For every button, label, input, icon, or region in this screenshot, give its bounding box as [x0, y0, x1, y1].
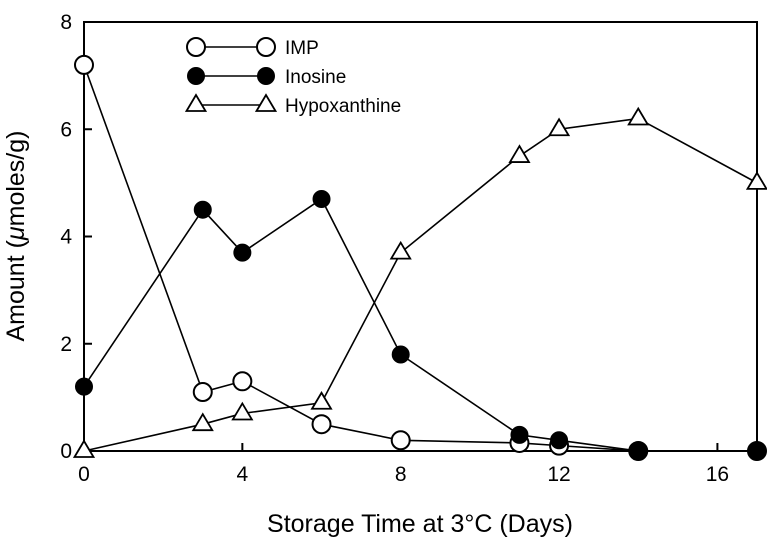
y-tick-label: 0 [60, 440, 72, 463]
data-point-imp [232, 371, 253, 392]
y-axis-label-mu: μ [2, 226, 30, 241]
x-tick-label: 16 [706, 463, 729, 486]
data-point-hypoxanthine [72, 439, 96, 458]
y-tick-label: 4 [60, 226, 72, 249]
data-point-imp [311, 414, 332, 435]
data-point-hypoxanthine [508, 144, 531, 163]
series-imp [74, 54, 767, 461]
legend-marker [186, 37, 206, 57]
data-point-inosine [193, 200, 212, 219]
data-point-hypoxanthine [627, 106, 650, 126]
x-tick-label: 12 [547, 463, 570, 486]
legend-entry-imp: IMP [186, 37, 319, 59]
data-point-imp [74, 54, 94, 75]
series-inosine [75, 189, 766, 460]
x-tick-label: 8 [395, 463, 407, 486]
y-axis-label: Amount (μmoles/g) [2, 130, 30, 341]
x-tick-label: 4 [237, 463, 249, 486]
legend-marker [256, 37, 276, 57]
data-point-hypoxanthine [745, 171, 767, 190]
y-tick-label: 8 [60, 11, 72, 34]
legend-label: IMP [285, 38, 319, 59]
data-point-hypoxanthine [191, 412, 214, 432]
legend-label: Inosine [285, 67, 346, 88]
legend-label: Hypoxanthine [285, 96, 401, 117]
data-point-hypoxanthine [231, 401, 254, 421]
x-axis-label: Storage Time at 3°C (Days) [267, 510, 573, 538]
axis-ticks: 0 4 8 12 16 0 2 4 6 8 [60, 11, 729, 486]
data-point-inosine [550, 431, 569, 450]
legend-marker [257, 67, 275, 85]
data-point-hypoxanthine [389, 240, 412, 260]
data-point-inosine [510, 425, 529, 444]
y-tick-label: 6 [60, 118, 72, 141]
data-point-inosine [233, 243, 252, 262]
series-hypoxanthine [72, 106, 767, 458]
legend-marker [184, 93, 208, 112]
legend: IMP Inosine Hypoxanthine [184, 37, 401, 117]
data-point-inosine [629, 442, 648, 460]
data-point-hypoxanthine [310, 390, 333, 410]
legend-marker [254, 93, 278, 112]
y-axis-label-part: moles/g) [2, 130, 30, 226]
data-point-inosine [748, 442, 766, 460]
legend-entry-hypoxanthine: Hypoxanthine [184, 93, 401, 117]
legend-marker [187, 67, 205, 85]
y-axis-label-part: Amount ( [2, 239, 30, 341]
series-group [72, 54, 767, 461]
series-line-imp [83, 64, 757, 452]
y-tick-label: 2 [60, 333, 72, 356]
data-point-inosine [312, 189, 331, 208]
x-tick-label: 0 [78, 463, 90, 486]
data-point-inosine [75, 377, 93, 396]
data-point-hypoxanthine [547, 117, 571, 137]
data-point-imp [390, 430, 411, 451]
series-line-hypoxanthine [83, 117, 758, 452]
data-point-imp [192, 382, 213, 403]
data-point-inosine [391, 345, 410, 364]
legend-entry-inosine: Inosine [187, 67, 346, 88]
